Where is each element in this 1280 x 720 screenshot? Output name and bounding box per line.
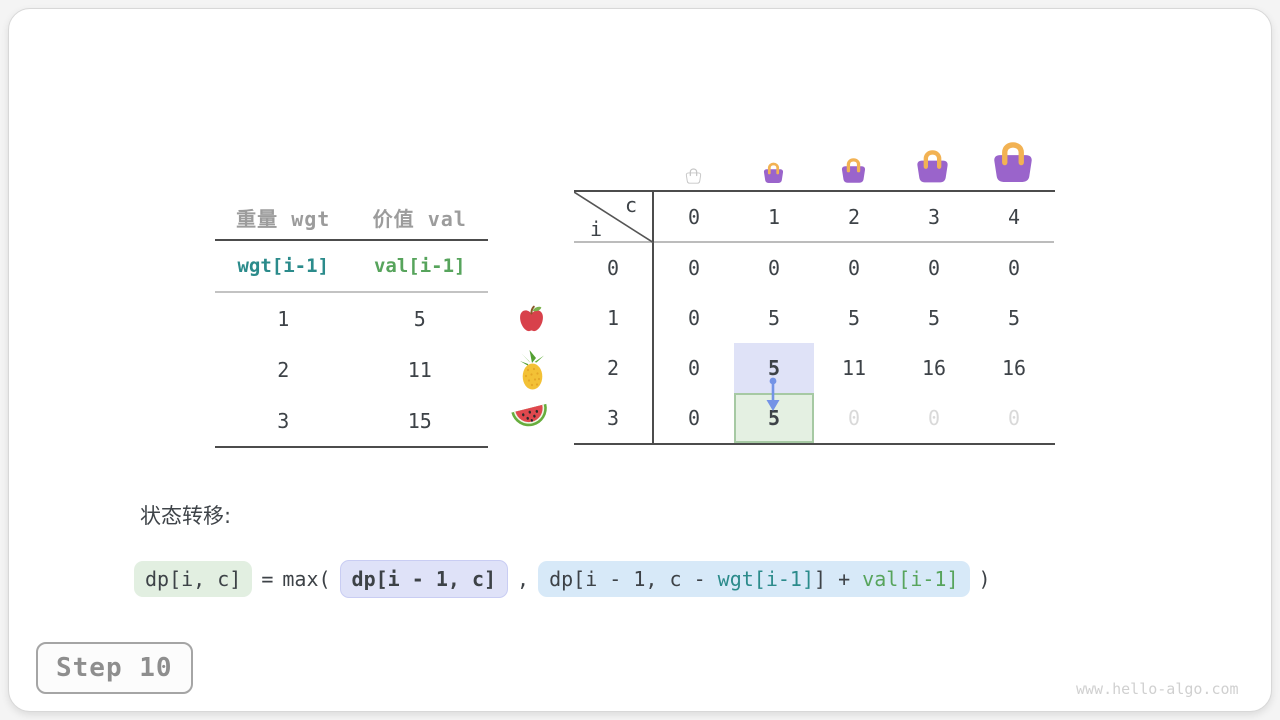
item-3-value: 15: [407, 408, 432, 433]
divider: [215, 239, 488, 241]
dp-cell-1-4: 5: [1007, 306, 1021, 330]
col-header-2: 2: [814, 192, 894, 243]
max-open: max(: [282, 567, 331, 591]
arg2-val-term: val[i-1]: [862, 567, 959, 591]
dp-cell-2-0: 0: [687, 356, 701, 380]
state-transition-formula: dp[i, c] = max( dp[i - 1, c] , dp[i - 1,…: [134, 560, 991, 598]
formula-arg1-chip: dp[i - 1, c]: [339, 560, 509, 598]
state-transition-label: 状态转移:: [140, 504, 232, 528]
pineapple-icon: [520, 350, 544, 390]
dp-cell-2-2: 11: [841, 356, 867, 380]
dp-cell-1-3: 5: [927, 306, 941, 330]
item-row-2: 2 11: [215, 344, 488, 395]
weight-var: wgt[i-1]: [237, 255, 329, 277]
dp-cell-3-4: 0: [1007, 406, 1021, 430]
item-1-weight: 1: [277, 306, 290, 331]
value-header: 价值 val: [372, 206, 467, 231]
apple-icon: [520, 305, 543, 332]
row-var-label: i: [590, 217, 603, 241]
bag-size-1-icon: [763, 162, 784, 183]
dp-cell-3-0: 0: [687, 406, 701, 430]
formula-lhs-chip: dp[i, c]: [134, 561, 253, 597]
item-1-value: 5: [413, 306, 426, 331]
dp-cell-0-0: 0: [687, 256, 701, 280]
watermark: www.hello-algo.com: [1076, 680, 1239, 698]
empty-bag-icon: [685, 168, 702, 184]
col-header-1: 1: [734, 192, 814, 243]
item-3-weight: 3: [277, 408, 290, 433]
weight-header: 重量 wgt: [236, 206, 331, 231]
dp-cell-2-4: 16: [1001, 356, 1027, 380]
watermelon-icon: [511, 403, 547, 427]
col-header-4: 4: [974, 192, 1054, 243]
dp-cell-2-1-source-highlight: 5: [734, 343, 814, 393]
item-row-3: 3 15: [215, 395, 488, 446]
formula-arg2-chip: dp[i - 1, c - wgt[i-1]] + val[i-1]: [538, 561, 970, 597]
step-badge: Step 10: [36, 642, 193, 694]
arg2-wgt-term: wgt[i-1]: [717, 567, 814, 591]
col-var-label: c: [624, 193, 637, 217]
item-2-weight: 2: [277, 357, 290, 382]
items-table-subheader: wgt[i-1] val[i-1]: [215, 241, 488, 291]
dp-cell-0-3: 0: [927, 256, 941, 280]
arg2-prefix: dp[i - 1, c -: [549, 567, 718, 591]
value-var: val[i-1]: [373, 255, 466, 277]
diagonal-line: [574, 192, 654, 243]
dp-table: c i 0 1 2 3 4 0 0 0 0 0 0 1 0 5 5 5 5 2 …: [574, 190, 1055, 445]
row-header-1: 1: [574, 293, 654, 343]
dp-cell-1-0: 0: [687, 306, 701, 330]
items-table: 重量 wgt 价值 val wgt[i-1] val[i-1] 1 5 2 11…: [215, 195, 488, 448]
bag-size-3-icon: [917, 150, 948, 183]
arg2-bracket: ]: [814, 567, 827, 591]
dp-cell-0-1: 0: [767, 256, 781, 280]
row-header-2: 2: [574, 343, 654, 393]
dp-cell-3-3: 0: [927, 406, 941, 430]
dp-cell-0-4: 0: [1007, 256, 1021, 280]
dp-cell-1-2: 5: [847, 306, 861, 330]
close-paren: ): [978, 567, 991, 591]
col-header-3: 3: [894, 192, 974, 243]
row-header-0: 0: [574, 243, 654, 293]
divider: [215, 446, 488, 448]
items-table-header: 重量 wgt 价值 val: [215, 195, 488, 239]
dp-cell-1-1: 5: [767, 306, 781, 330]
arg2-plus: +: [826, 567, 863, 591]
dp-cell-3-2: 0: [847, 406, 861, 430]
dp-cell-2-3: 16: [921, 356, 947, 380]
dp-cell-0-2: 0: [847, 256, 861, 280]
item-2-value: 11: [407, 357, 432, 382]
bag-size-2-icon: [841, 158, 866, 183]
transition-arrow-icon: [766, 377, 780, 411]
col-header-0: 0: [654, 192, 734, 243]
equals-sign: =: [261, 567, 274, 591]
dp-corner-cell: c i: [574, 192, 654, 243]
comma: ,: [517, 567, 530, 591]
bag-size-4-icon: [994, 142, 1032, 182]
divider: [215, 291, 488, 293]
row-header-3: 3: [574, 393, 654, 443]
item-row-1: 1 5: [215, 293, 488, 344]
